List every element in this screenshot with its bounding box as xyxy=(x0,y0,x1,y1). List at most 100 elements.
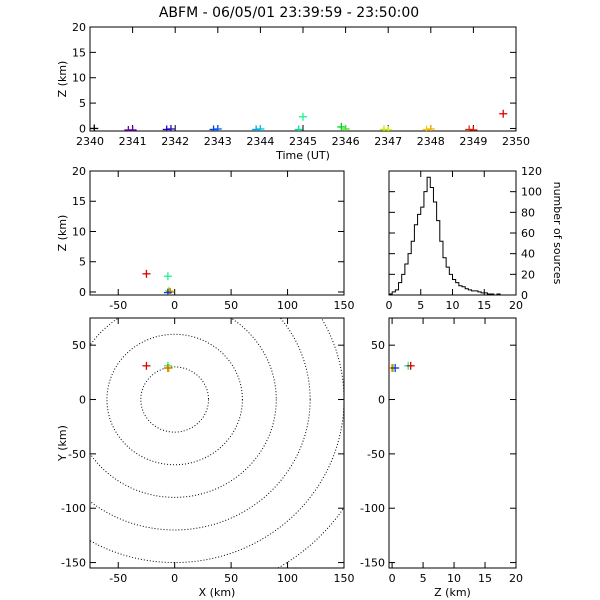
range-ring xyxy=(90,318,277,498)
source-point xyxy=(294,125,303,131)
x-height-frame xyxy=(89,170,345,296)
source-point xyxy=(163,272,172,281)
x-height-xtick-label: 150 xyxy=(334,299,355,312)
height-histogram-ytick-label: 60 xyxy=(521,227,535,240)
time-height-xtick-label: 2349 xyxy=(459,135,487,148)
time-height-ytick-label: 10 xyxy=(72,72,86,85)
source-point xyxy=(337,122,346,131)
plan-view-ytick-label: -150 xyxy=(61,557,86,570)
source-point xyxy=(384,125,393,131)
range-ring xyxy=(90,318,344,564)
height-histogram-xtick-label: 20 xyxy=(509,299,523,312)
height-y-panel: 0 5 10 15 20 -150 -100 -50 0 50 Z (km) xyxy=(360,317,523,599)
time-height-xtick-label: 2340 xyxy=(76,135,104,148)
time-height-data xyxy=(90,109,508,131)
time-height-xtick-label: 2341 xyxy=(119,135,147,148)
x-height-data xyxy=(142,269,175,295)
height-histogram-xtick-label: 15 xyxy=(477,299,491,312)
height-y-data xyxy=(389,361,415,372)
height-y-ytick-label: -50 xyxy=(367,448,385,461)
time-height-xtick-label: 2344 xyxy=(246,135,274,148)
time-height-xlabel: Time (UT) xyxy=(275,149,330,162)
histogram-line xyxy=(389,176,516,295)
time-height-ytick-label: 20 xyxy=(72,21,86,34)
plan-view-xtick-label: 50 xyxy=(224,572,238,585)
range-ring xyxy=(140,366,210,433)
plan-view-xtick-label: -50 xyxy=(109,572,127,585)
source-point xyxy=(165,286,174,295)
time-height-ytick-label: 5 xyxy=(79,97,86,110)
height-histogram-ytick-label: 0 xyxy=(521,289,528,302)
time-height-xtick-label: 2348 xyxy=(417,135,445,148)
x-height-panel: -50 0 50 100 150 0 5 10 15 20 Z (km) xyxy=(56,165,355,312)
source-point xyxy=(90,124,99,131)
height-y-ytick-label: 0 xyxy=(378,394,385,407)
plan-view-ytick-label: 50 xyxy=(72,339,86,352)
height-y-xtick-label: 15 xyxy=(478,572,492,585)
time-height-xtick-label: 2345 xyxy=(289,135,317,148)
source-point xyxy=(128,125,137,131)
plan-view-ylabel: Y (km) xyxy=(56,425,69,462)
time-height-ytick-label: 0 xyxy=(79,122,86,135)
height-histogram-xtick-label: 5 xyxy=(417,299,424,312)
x-height-xtick-label: 50 xyxy=(224,299,238,312)
x-height-ytick-label: 10 xyxy=(72,225,86,238)
height-y-xlabel: Z (km) xyxy=(434,586,471,599)
x-height-ytick-label: 15 xyxy=(72,195,86,208)
height-y-xtick-label: 0 xyxy=(389,572,396,585)
plan-view-data xyxy=(90,318,344,568)
height-histogram-ytick-label: 20 xyxy=(521,268,535,281)
height-histogram-ylabel: number of sources xyxy=(551,182,564,285)
x-height-ylabel: Z (km) xyxy=(56,215,69,252)
height-y-xtick-label: 10 xyxy=(447,572,461,585)
time-height-ylabel: Z (km) xyxy=(56,61,69,98)
range-ring xyxy=(90,318,311,531)
x-height-ytick-label: 5 xyxy=(79,256,86,269)
range-ring xyxy=(276,506,344,568)
source-point xyxy=(142,361,151,370)
source-point xyxy=(213,124,222,131)
source-point xyxy=(341,124,350,131)
time-height-xtick-label: 2347 xyxy=(374,135,402,148)
plan-view-xtick-label: 0 xyxy=(171,572,178,585)
plan-view-ytick-label: -50 xyxy=(68,448,86,461)
height-histogram-xtick-label: 0 xyxy=(386,299,393,312)
height-y-ytick-label: -150 xyxy=(360,557,385,570)
time-height-xtick-label: 2350 xyxy=(502,135,530,148)
time-height-xtick-label: 2346 xyxy=(332,135,360,148)
source-point xyxy=(469,125,478,131)
time-height-xtick-label: 2343 xyxy=(204,135,232,148)
plan-view-ytick-label: -100 xyxy=(61,502,86,515)
plan-view-xtick-label: 100 xyxy=(277,572,298,585)
height-y-xtick-label: 5 xyxy=(420,572,427,585)
source-point xyxy=(166,124,175,131)
source-point xyxy=(142,269,151,278)
x-height-xtick-label: 0 xyxy=(171,299,178,312)
height-y-xtick-label: 20 xyxy=(509,572,523,585)
source-point xyxy=(163,364,172,372)
plan-view-xlabel: X (km) xyxy=(199,586,236,599)
source-point xyxy=(426,124,435,131)
time-height-ytick-label: 15 xyxy=(72,46,86,59)
height-y-ytick-label: -100 xyxy=(360,502,385,515)
height-histogram-ytick-label: 40 xyxy=(521,248,535,261)
height-histogram-ytick-label: 100 xyxy=(521,186,542,199)
source-point xyxy=(391,364,400,372)
height-histogram-ytick-label: 80 xyxy=(521,206,535,219)
time-height-panel: 2340 2341 2342 2343 2344 2345 2346 2347 2348 2349… xyxy=(56,21,530,162)
range-ring xyxy=(106,333,243,466)
height-histogram-xtick-label: 10 xyxy=(446,299,460,312)
x-height-ytick-label: 20 xyxy=(72,165,86,178)
figure-title: ABFM - 06/05/01 23:39:59 - 23:50:00 xyxy=(159,5,419,21)
source-point xyxy=(499,109,508,118)
plan-view-ytick-label: 0 xyxy=(79,394,86,407)
source-point xyxy=(406,361,415,370)
height-y-frame xyxy=(388,317,517,569)
source-point xyxy=(163,288,172,295)
height-y-ytick-label: 50 xyxy=(371,339,385,352)
x-height-xtick-label: -50 xyxy=(109,299,127,312)
plan-view-xtick-label: 150 xyxy=(334,572,355,585)
